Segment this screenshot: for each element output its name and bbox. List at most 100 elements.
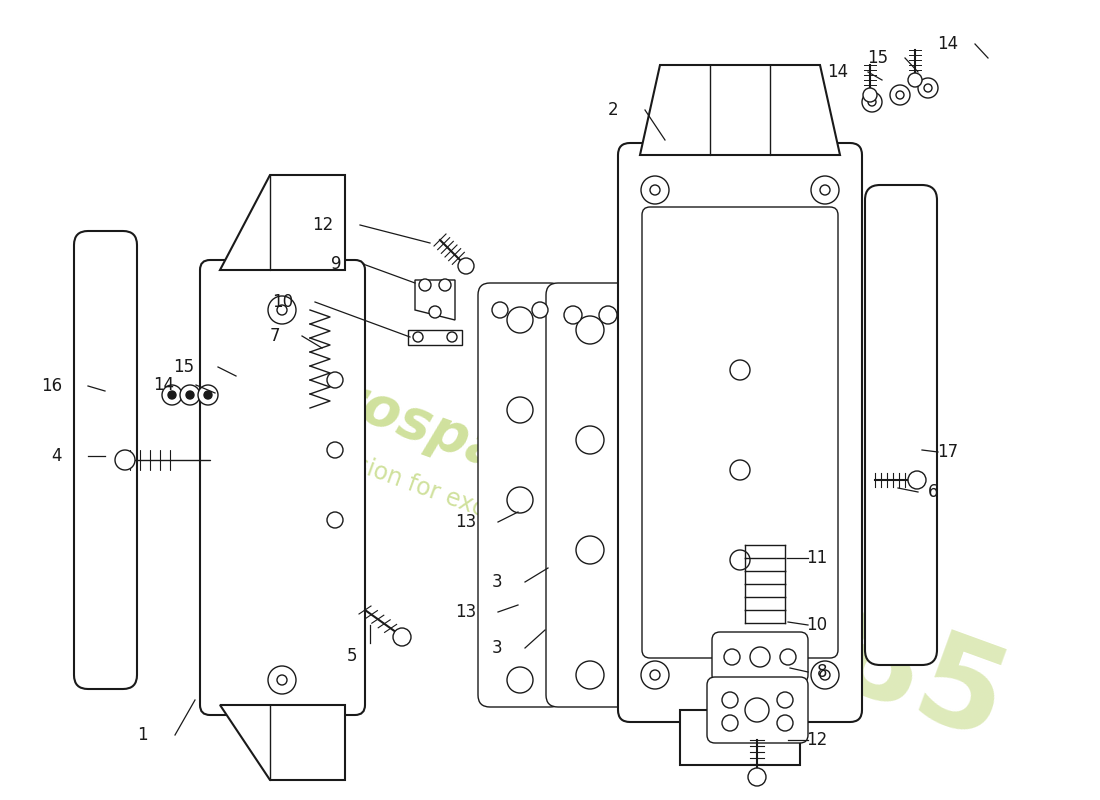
FancyBboxPatch shape (865, 185, 937, 665)
Circle shape (327, 442, 343, 458)
Circle shape (600, 306, 617, 324)
Polygon shape (640, 65, 840, 155)
Text: 9: 9 (331, 255, 342, 273)
Text: 14: 14 (937, 35, 958, 53)
Circle shape (745, 698, 769, 722)
FancyBboxPatch shape (707, 677, 808, 743)
Polygon shape (220, 705, 345, 780)
Polygon shape (220, 175, 345, 270)
Circle shape (429, 306, 441, 318)
Circle shape (162, 385, 182, 405)
Circle shape (268, 666, 296, 694)
Text: 16: 16 (41, 377, 62, 395)
Circle shape (447, 332, 456, 342)
Circle shape (412, 332, 424, 342)
Circle shape (116, 450, 135, 470)
Text: 10: 10 (806, 616, 827, 634)
Circle shape (890, 85, 910, 105)
Circle shape (186, 391, 194, 399)
Circle shape (724, 649, 740, 665)
Polygon shape (408, 330, 462, 345)
Circle shape (564, 306, 582, 324)
Text: 85: 85 (817, 594, 1022, 766)
Circle shape (730, 460, 750, 480)
FancyBboxPatch shape (712, 632, 808, 683)
Circle shape (277, 305, 287, 315)
Text: 17: 17 (937, 443, 958, 461)
Text: 6: 6 (927, 483, 938, 501)
FancyBboxPatch shape (200, 260, 365, 715)
Circle shape (750, 647, 770, 667)
Circle shape (908, 73, 922, 87)
Circle shape (777, 715, 793, 731)
Circle shape (268, 296, 296, 324)
Text: 11: 11 (805, 549, 827, 567)
Text: 5: 5 (346, 647, 358, 665)
FancyBboxPatch shape (74, 231, 138, 689)
Circle shape (896, 91, 904, 99)
Text: 13: 13 (454, 603, 476, 621)
Circle shape (576, 661, 604, 689)
Text: 13: 13 (454, 513, 476, 531)
Text: a passion for excellence: a passion for excellence (292, 430, 568, 550)
Circle shape (918, 78, 938, 98)
Circle shape (507, 667, 534, 693)
Text: 4: 4 (52, 447, 62, 465)
Circle shape (730, 550, 750, 570)
Circle shape (168, 391, 176, 399)
FancyBboxPatch shape (478, 283, 562, 707)
Circle shape (198, 385, 218, 405)
Text: eurospares: eurospares (256, 345, 604, 515)
Text: 12: 12 (805, 731, 827, 749)
Circle shape (820, 185, 830, 195)
Text: 7: 7 (270, 327, 280, 345)
Circle shape (277, 675, 287, 685)
Circle shape (650, 185, 660, 195)
Circle shape (722, 692, 738, 708)
Circle shape (730, 360, 750, 380)
Circle shape (777, 692, 793, 708)
Text: 3: 3 (492, 639, 502, 657)
Text: 14: 14 (153, 376, 174, 394)
Text: 8: 8 (816, 663, 827, 681)
Circle shape (327, 512, 343, 528)
Circle shape (641, 661, 669, 689)
Circle shape (722, 715, 738, 731)
Circle shape (507, 307, 534, 333)
Circle shape (507, 487, 534, 513)
Circle shape (204, 391, 212, 399)
Text: 3: 3 (492, 573, 502, 591)
Circle shape (458, 258, 474, 274)
Text: 1: 1 (138, 726, 148, 744)
Circle shape (576, 316, 604, 344)
Circle shape (419, 279, 431, 291)
Circle shape (650, 670, 660, 680)
Circle shape (180, 385, 200, 405)
Circle shape (748, 768, 766, 786)
Circle shape (439, 279, 451, 291)
Circle shape (393, 628, 411, 646)
FancyBboxPatch shape (546, 283, 635, 707)
Circle shape (820, 670, 830, 680)
FancyBboxPatch shape (618, 143, 862, 722)
Text: 14: 14 (827, 63, 848, 81)
Circle shape (507, 397, 534, 423)
Polygon shape (415, 280, 455, 320)
Text: 10: 10 (272, 293, 293, 311)
Circle shape (811, 176, 839, 204)
Polygon shape (680, 710, 800, 765)
Text: 12: 12 (311, 216, 333, 234)
Text: 15: 15 (867, 49, 888, 67)
Circle shape (327, 372, 343, 388)
Circle shape (492, 302, 508, 318)
Circle shape (641, 176, 669, 204)
Circle shape (576, 426, 604, 454)
Circle shape (862, 92, 882, 112)
Circle shape (576, 536, 604, 564)
Circle shape (868, 98, 876, 106)
Text: 2: 2 (607, 101, 618, 119)
Circle shape (908, 471, 926, 489)
Circle shape (811, 661, 839, 689)
FancyBboxPatch shape (642, 207, 838, 658)
Circle shape (780, 649, 796, 665)
